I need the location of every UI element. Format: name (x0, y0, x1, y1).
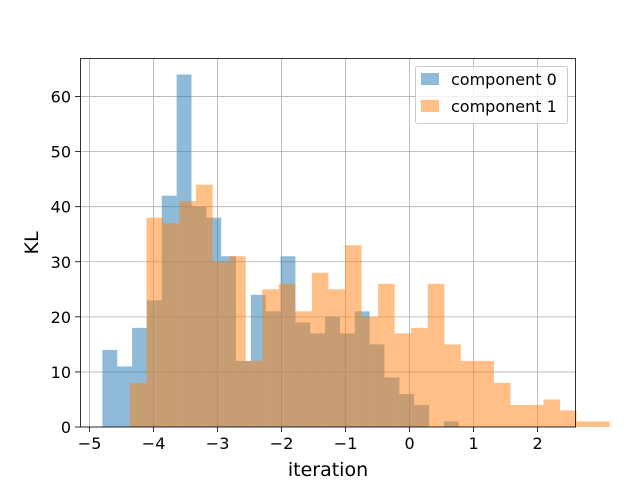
x-tick-label: 1 (469, 434, 479, 453)
histogram-bar-component-1 (460, 360, 478, 427)
histogram-bar-component-1 (526, 404, 544, 427)
legend: component 0 component 1 (415, 66, 568, 124)
y-tick-label: 10 (51, 363, 71, 382)
histogram-bar-component-1 (576, 421, 594, 427)
histogram-bar-component-1 (179, 201, 197, 427)
x-tick-label: 2 (533, 434, 543, 453)
histogram-bar-component-1 (229, 256, 246, 427)
legend-swatch-component-0 (421, 73, 439, 85)
axes-frame (80, 58, 576, 428)
y-tick-label: 30 (51, 253, 71, 272)
x-tick-label: −2 (270, 434, 294, 453)
histogram-bar-component-1 (146, 217, 164, 427)
legend-swatch-component-1 (421, 100, 439, 112)
legend-label-component-0: component 0 (451, 70, 557, 89)
histogram-bar-component-1 (129, 382, 147, 427)
histogram-bar-component-1 (427, 283, 445, 427)
histogram-bar-component-1 (196, 184, 213, 427)
histogram-bar-component-0 (102, 349, 118, 427)
x-tick-label: −4 (142, 434, 166, 453)
histogram-bar-component-1 (593, 421, 610, 427)
x-axis-label: iteration (288, 459, 368, 480)
histogram-bar-component-1 (493, 382, 511, 427)
histogram-bar-component-1 (394, 333, 412, 427)
y-tick-label: 50 (51, 143, 71, 162)
x-tick-label: −5 (78, 434, 102, 453)
y-tick-label: 60 (51, 88, 71, 107)
histogram-bar-component-1 (262, 289, 279, 427)
histogram-bar-component-1 (212, 261, 230, 427)
histogram-bar-component-1 (328, 289, 345, 427)
legend-box (415, 66, 568, 124)
legend-label-component-1: component 1 (451, 97, 557, 116)
histogram-bar-component-1 (510, 404, 527, 427)
y-tick-label: 40 (51, 198, 71, 217)
histogram-bar-component-1 (163, 223, 180, 427)
histogram-bar-component-1 (543, 399, 561, 427)
x-tick-label: −3 (206, 434, 230, 453)
x-tick-label: 0 (405, 434, 415, 453)
histogram-bar-component-1 (378, 283, 395, 427)
histogram-bar-component-1 (245, 360, 263, 427)
x-tick-label: −1 (334, 434, 358, 453)
histogram-bar-component-1 (311, 272, 329, 427)
histogram-bar-component-1 (560, 410, 577, 427)
histogram-bar-component-1 (295, 311, 312, 427)
y-axis-label: KL (21, 231, 43, 254)
y-tick-label: 20 (51, 308, 71, 327)
histogram-bar-component-1 (477, 360, 494, 427)
histogram-bars (102, 74, 610, 427)
y-axis-ticks: 0 10 20 30 40 50 60 (51, 88, 80, 437)
histogram-bar-component-0 (117, 366, 133, 427)
histogram-bar-component-1 (444, 344, 461, 427)
histogram-bar-component-1 (361, 316, 379, 427)
histogram-bar-component-1 (411, 327, 428, 427)
histogram-bar-component-1 (344, 245, 362, 427)
histogram-bar-component-1 (278, 283, 296, 427)
x-axis-ticks: −5 −4 −3 −2 −1 0 1 2 (78, 427, 543, 453)
y-tick-label: 0 (61, 418, 71, 437)
